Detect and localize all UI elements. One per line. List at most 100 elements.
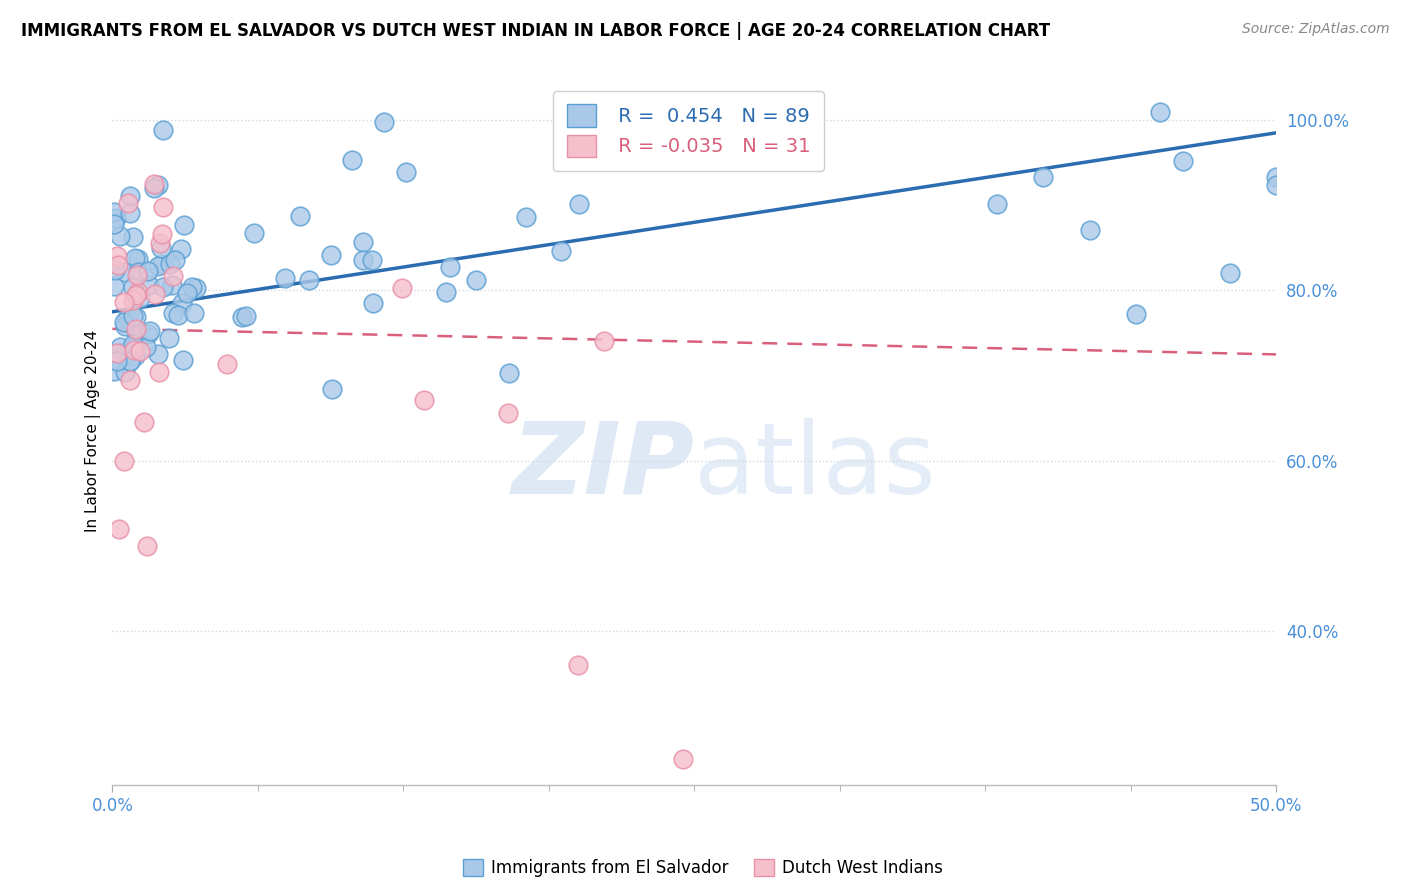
Point [124, 310, 146, 324]
Point [103, 363, 125, 377]
Point [162, 269, 184, 284]
Point [152, 123, 174, 137]
Point [235, 310, 257, 324]
Text: ZIP: ZIP [512, 418, 695, 515]
Point [149, 235, 172, 250]
Point [114, 344, 136, 359]
Point [117, 196, 139, 211]
Point [986, 197, 1008, 211]
Point [104, 262, 127, 277]
Point [163, 253, 186, 268]
Point [118, 354, 141, 368]
Legend:  R =  0.454   N = 89,  R = -0.035   N = 31: R = 0.454 N = 89, R = -0.035 N = 31 [553, 91, 824, 170]
Point [274, 271, 297, 285]
Point [1032, 169, 1054, 184]
Point [121, 293, 143, 307]
Point [515, 210, 537, 224]
Point [108, 229, 131, 244]
Point [122, 230, 145, 244]
Point [170, 242, 193, 256]
Point [103, 217, 125, 231]
Point [342, 153, 364, 167]
Point [363, 295, 385, 310]
Point [129, 291, 152, 305]
Point [162, 277, 184, 292]
Point [288, 210, 311, 224]
Point [125, 335, 148, 350]
Point [146, 346, 169, 360]
Point [1265, 178, 1288, 192]
Point [1265, 170, 1288, 185]
Point [150, 257, 173, 271]
Point [107, 354, 129, 368]
Point [120, 354, 142, 368]
Point [125, 321, 148, 335]
Point [124, 349, 146, 363]
Point [105, 346, 128, 360]
Point [135, 340, 157, 354]
Point [132, 415, 155, 429]
Point [181, 280, 204, 294]
Point [496, 406, 519, 420]
Legend: Immigrants from El Salvador, Dutch West Indians: Immigrants from El Salvador, Dutch West … [457, 852, 949, 884]
Point [124, 323, 146, 337]
Point [672, 752, 695, 766]
Point [127, 265, 149, 279]
Point [550, 244, 572, 259]
Point [152, 280, 174, 294]
Point [118, 206, 141, 220]
Point [439, 260, 461, 275]
Point [148, 178, 170, 192]
Point [115, 310, 138, 325]
Point [150, 227, 173, 242]
Point [148, 365, 170, 379]
Point [108, 522, 131, 536]
Point [105, 249, 128, 263]
Point [120, 373, 142, 387]
Point [112, 315, 135, 329]
Point [162, 306, 184, 320]
Text: Source: ZipAtlas.com: Source: ZipAtlas.com [1241, 22, 1389, 37]
Point [136, 326, 159, 341]
Point [127, 252, 149, 266]
Point [172, 352, 194, 367]
Point [1078, 223, 1101, 237]
Point [128, 343, 150, 358]
Point [112, 454, 135, 468]
Point [107, 258, 129, 272]
Point [159, 257, 181, 271]
Point [498, 366, 520, 380]
Point [352, 235, 374, 249]
Point [173, 219, 195, 233]
Point [124, 343, 146, 358]
Point [143, 286, 166, 301]
Point [136, 539, 159, 553]
Point [127, 285, 149, 299]
Point [121, 337, 143, 351]
Point [395, 165, 418, 179]
Point [167, 308, 190, 322]
Point [1125, 307, 1147, 321]
Text: atlas: atlas [695, 418, 936, 515]
Point [103, 205, 125, 219]
Point [125, 268, 148, 282]
Point [125, 288, 148, 302]
Point [112, 295, 135, 310]
Point [321, 248, 343, 262]
Point [136, 264, 159, 278]
Point [298, 273, 321, 287]
Point [465, 273, 488, 287]
Point [152, 201, 174, 215]
Point [568, 197, 591, 211]
Point [1171, 153, 1194, 168]
Point [142, 178, 165, 192]
Point [138, 324, 160, 338]
Point [412, 392, 434, 407]
Point [114, 318, 136, 333]
Point [121, 280, 143, 294]
Point [1219, 266, 1241, 280]
Point [146, 259, 169, 273]
Point [231, 310, 253, 324]
Point [434, 285, 457, 299]
Point [157, 331, 180, 345]
